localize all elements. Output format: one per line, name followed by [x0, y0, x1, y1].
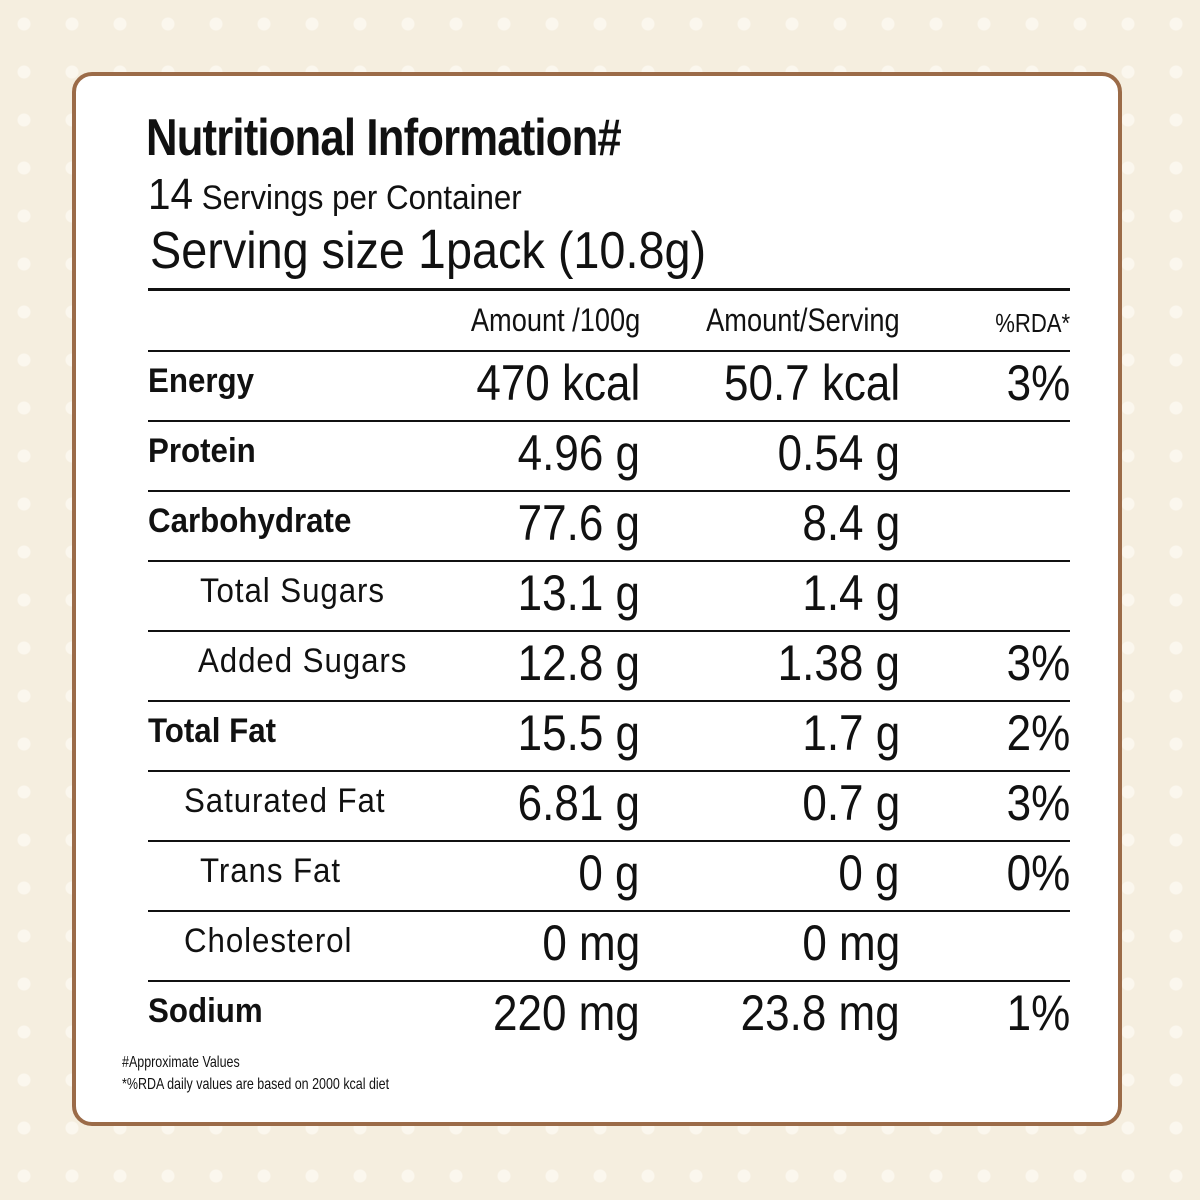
servings-text: Servings per Container — [201, 179, 522, 217]
servings-count: 14 — [148, 170, 194, 219]
header-per100: Amount /100g — [470, 302, 640, 338]
nutrient-label: Protein — [148, 432, 256, 470]
rda-value: 1% — [1006, 985, 1070, 1041]
per-serving-value: 0.7 g — [802, 775, 900, 831]
per100-value: 13.1 g — [517, 565, 640, 621]
nutrient-label: Energy — [148, 362, 255, 400]
serving-size-label: Serving size — [150, 222, 405, 280]
per-serving-value: 1.38 g — [777, 635, 900, 691]
per-serving-value: 0.54 g — [777, 425, 900, 481]
rda-value: 3% — [1006, 355, 1070, 411]
per-serving-value: 0 g — [838, 845, 900, 901]
nutrient-label: Total Fat — [148, 712, 277, 750]
row-divider — [148, 560, 1070, 562]
per100-value: 4.96 g — [517, 425, 640, 481]
divider — [148, 288, 1070, 291]
nutrition-card — [72, 72, 1122, 1126]
row-divider — [148, 980, 1070, 982]
per100-value: 12.8 g — [517, 635, 640, 691]
per100-value: 0 mg — [542, 915, 640, 971]
row-divider — [148, 840, 1070, 842]
header-per-serving: Amount/Serving — [706, 302, 900, 338]
nutrient-label: Saturated Fat — [184, 782, 386, 820]
serving-size-qty: 1 — [417, 217, 446, 280]
per100-value: 0 g — [578, 845, 640, 901]
row-divider — [148, 700, 1070, 702]
row-divider — [148, 630, 1070, 632]
nutrient-label: Carbohydrate — [148, 502, 352, 540]
row-divider — [148, 490, 1070, 492]
row-divider — [148, 350, 1070, 352]
nutrient-label: Total Sugars — [200, 572, 385, 610]
per100-value: 6.81 g — [517, 775, 640, 831]
rda-value: 2% — [1006, 705, 1070, 761]
per100-value: 220 mg — [493, 985, 640, 1041]
title: Nutritional Information# — [146, 109, 622, 167]
per100-value: 15.5 g — [517, 705, 640, 761]
per-serving-value: 1.7 g — [802, 705, 900, 761]
nutrient-label: Cholesterol — [184, 922, 353, 960]
row-divider — [148, 910, 1070, 912]
per-serving-value: 50.7 kcal — [723, 355, 900, 411]
nutrient-label: Added Sugars — [198, 642, 408, 680]
rda-value: 3% — [1006, 775, 1070, 831]
per-serving-value: 8.4 g — [802, 495, 900, 551]
servings-per-container: 14 Servings per Container — [148, 170, 522, 220]
row-divider — [148, 420, 1070, 422]
nutrient-label: Trans Fat — [200, 852, 341, 890]
nutrient-label: Sodium — [148, 992, 263, 1030]
per-serving-value: 1.4 g — [802, 565, 900, 621]
rda-value: 3% — [1006, 635, 1070, 691]
rda-value: 0% — [1006, 845, 1070, 901]
per100-value: 77.6 g — [517, 495, 640, 551]
per-serving-value: 0 mg — [802, 915, 900, 971]
serving-size: Serving size 1pack (10.8g) — [150, 216, 706, 281]
row-divider — [148, 770, 1070, 772]
footnote-approx: #Approximate Values — [122, 1054, 240, 1071]
serving-size-unit: pack (10.8g) — [445, 222, 707, 280]
footnote-rda: *%RDA daily values are based on 2000 kca… — [122, 1076, 390, 1093]
per100-value: 470 kcal — [476, 355, 640, 411]
per-serving-value: 23.8 mg — [741, 985, 900, 1041]
header-rda: %RDA* — [995, 308, 1070, 338]
